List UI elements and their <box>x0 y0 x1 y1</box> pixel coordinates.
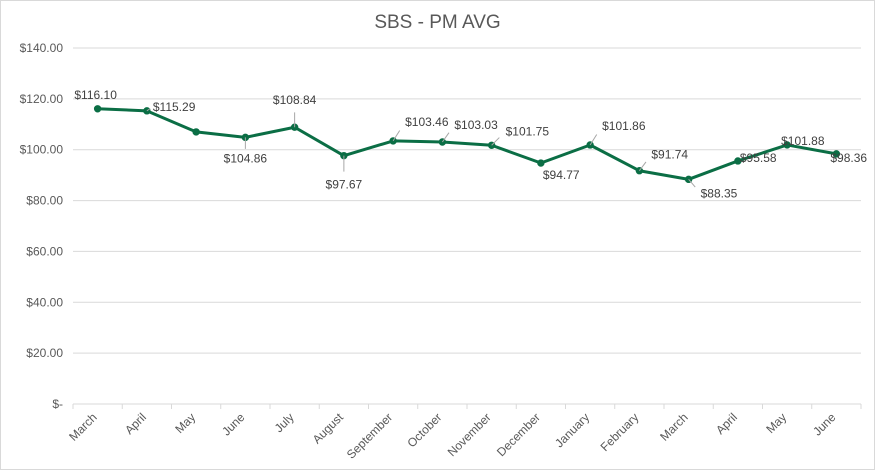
data-label-leader <box>392 130 401 142</box>
data-point <box>192 128 200 136</box>
x-tick-label: February <box>598 410 642 454</box>
x-tick-label: December <box>494 410 543 459</box>
data-label-leader <box>441 132 450 143</box>
data-label: $103.03 <box>454 118 498 132</box>
x-tick-label: July <box>272 410 297 435</box>
data-label: $97.67 <box>326 178 363 192</box>
data-point <box>537 159 545 167</box>
y-tick-label: $140.00 <box>20 41 64 55</box>
data-point <box>734 157 742 165</box>
x-tick-label: May <box>172 410 198 436</box>
data-label-leader <box>638 161 647 172</box>
x-tick-label: April <box>713 410 740 437</box>
series-line <box>96 107 838 181</box>
y-tick-label: $120.00 <box>20 92 64 106</box>
x-tick-label: May <box>763 410 789 436</box>
x-tick-label: June <box>810 410 839 439</box>
chart-title: SBS - PM AVG <box>374 12 501 33</box>
data-label: $115.29 <box>153 100 196 114</box>
data-label: $116.10 <box>74 88 117 102</box>
y-tick-label: $60.00 <box>26 244 63 258</box>
data-label: $101.88 <box>781 134 825 148</box>
data-label: $101.75 <box>506 124 550 138</box>
x-tick-label: August <box>310 410 347 447</box>
x-tick-label: April <box>122 410 149 437</box>
data-label: $103.46 <box>405 115 449 129</box>
data-label-leader <box>589 134 598 146</box>
x-tick-label: March <box>66 410 99 443</box>
y-tick-label: $20.00 <box>26 346 63 360</box>
x-tick-label: January <box>552 410 592 450</box>
y-tick-label: $80.00 <box>26 194 63 208</box>
y-tick-label: $40.00 <box>26 295 63 309</box>
x-tick-label: October <box>404 410 444 450</box>
data-point <box>93 105 102 113</box>
data-label: $108.84 <box>273 93 317 107</box>
data-label: $104.86 <box>224 151 268 165</box>
y-tick-label: $- <box>52 397 63 411</box>
x-tick-label: March <box>657 410 690 443</box>
data-label: $95.58 <box>740 151 777 165</box>
data-point <box>832 150 841 158</box>
data-label: $101.86 <box>602 119 646 133</box>
y-tick-label: $100.00 <box>20 143 64 157</box>
x-tick-label: June <box>219 410 248 439</box>
x-tick-label: November <box>445 410 494 459</box>
data-label-leader <box>688 179 696 188</box>
data-label-leader <box>491 137 500 146</box>
data-label-leader <box>146 108 151 112</box>
data-label: $94.77 <box>543 168 580 182</box>
data-label: $91.74 <box>651 148 688 162</box>
x-tick-label: September <box>344 410 395 461</box>
data-label: $98.36 <box>830 151 867 165</box>
data-point <box>783 141 791 149</box>
data-label: $88.35 <box>701 186 738 200</box>
